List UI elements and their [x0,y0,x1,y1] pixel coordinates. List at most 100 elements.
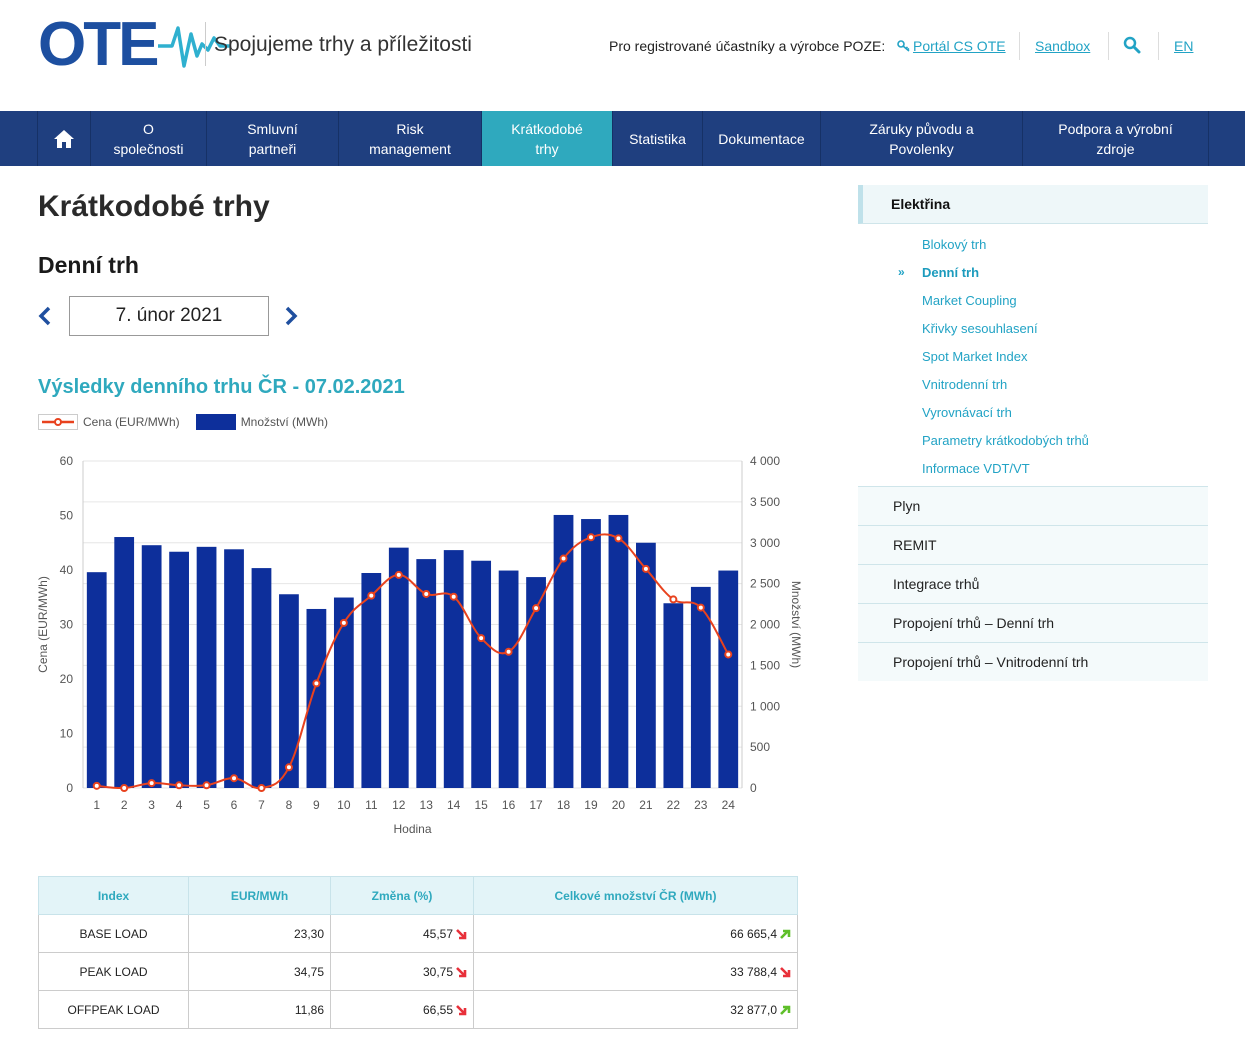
sidebar-subitem-label: Blokový trh [922,236,987,252]
price-point [559,554,568,563]
sidebar-subitem[interactable]: » Denní trh [858,258,1208,286]
sidebar-subitem-label: Vyrovnávací trh [922,404,1012,420]
sidebar-subitem[interactable]: Vnitrodenní trh [858,370,1208,398]
cell-price: 11,86 [188,990,331,1029]
x-tick-label: 3 [148,798,155,812]
language-en-link[interactable]: EN [1174,38,1194,54]
legend-volume-label[interactable]: Množství (MWh) [240,415,329,429]
legend-price-swatch[interactable] [38,414,78,430]
right-tick-label: 2 000 [750,618,780,632]
volume-bar [416,559,437,788]
sidebar-item[interactable]: Plyn [858,486,1208,525]
header-divider [1019,32,1020,60]
index-table: Index EUR/MWh Změna (%) Celkové množství… [38,876,798,1029]
arrow-down-icon [456,1005,467,1016]
sandbox-link[interactable]: Sandbox [1035,38,1091,54]
nav-dokumentace[interactable]: Dokumentace [703,111,821,166]
volume-bar [333,597,354,788]
chevron-left-icon [38,306,51,326]
sidebar-subitem[interactable]: Blokový trh [858,230,1208,258]
x-tick-label: 16 [502,798,516,812]
price-point [532,604,541,613]
nav-zaruky-puvodu[interactable]: Záruky původu a Povolenky [821,111,1023,166]
x-tick-label: 10 [337,798,351,812]
sidebar-item-label: REMIT [893,537,937,553]
arrow-up-icon [780,930,791,940]
right-tick-label: 4 000 [750,454,780,468]
nav-kratkodobe-trhy[interactable]: Krátkodobé trhy [482,111,613,166]
header-change: Změna (%) [330,876,474,915]
search-button[interactable] [1123,36,1141,59]
logo-text: OTE [38,10,159,79]
x-tick-label: 20 [612,798,626,812]
sidebar: Elektřina Blokový trh » Denní trh Market Co… [858,185,1208,681]
table-row: PEAK LOAD 34,75 30,75 33 788,4 [38,952,798,991]
volume-bar [86,572,107,788]
nav-label: management [369,140,451,157]
x-tick-label: 11 [365,798,378,812]
nav-smluvni-partneri[interactable]: Smluvní partneři [207,111,339,166]
sidebar-subitem-label: Křivky sesouhlasení [922,320,1038,336]
chevron-right-icon [285,306,298,326]
right-tick-label: 1 000 [750,699,780,713]
right-axis-title: Množství (MWh) [789,581,803,668]
sidebar-item-label: Plyn [893,498,921,514]
volume-bar [581,519,601,788]
price-point [669,595,678,604]
sidebar-item[interactable]: REMIT [858,525,1208,564]
date-picker[interactable]: 7. únor 2021 [69,296,269,336]
x-tick-label: 24 [722,798,736,812]
cell-price: 23,30 [188,914,331,953]
sidebar-subitem[interactable]: Parametry krátkodobých trhů [858,426,1208,454]
price-point [230,774,239,783]
daily-market-chart: 0 10 20 30 40 50 60 0 500 1 000 1 500 2 000 2 500 3 0… [36,454,803,836]
volume-bar [361,572,382,788]
sidebar-head-label: Elektřina [891,196,951,212]
sidebar-subitem-label: Parametry krátkodobých trhů [922,432,1089,448]
legend-volume-swatch[interactable] [195,414,236,430]
sidebar-head-elektrina[interactable]: Elektřina [858,185,1208,224]
x-tick-label: 22 [667,798,681,812]
sidebar-menu: Plyn REMIT Integrace trhů Propojení trhů – … [858,486,1208,681]
next-date-button[interactable] [284,306,298,331]
header-divider [1158,32,1159,60]
x-tick-label: 12 [392,798,406,812]
sidebar-subitem[interactable]: Vyrovnávací trh [858,398,1208,426]
sidebar-subitem[interactable]: Křivky sesouhlasení [858,314,1208,342]
price-point [92,781,101,790]
nav-label: Záruky původu a [869,120,974,137]
sidebar-item[interactable]: Propojení trhů – Vnitrodenní trh [858,642,1208,681]
section-title: Denní trh [38,252,139,278]
portal-cs-ote-link[interactable]: Portál CS OTE [897,38,1006,54]
volume-bar [169,551,189,788]
sidebar-subitem[interactable]: Informace VDT/VT [858,454,1208,482]
sidebar-subitem[interactable]: Spot Market Index [858,342,1208,370]
right-tick-label: 2 500 [750,577,780,591]
legend-price-label[interactable]: Cena (EUR/MWh) [83,415,180,429]
x-tick-label: 14 [447,798,461,812]
price-point [477,634,486,643]
sidebar-subitem-label: Informace VDT/VT [922,460,1030,476]
volume-bar [141,545,162,788]
ote-logo[interactable]: OTE [38,10,231,79]
tagline-divider [205,22,206,66]
cell-index: OFFPEAK LOAD [38,990,189,1029]
nav-statistika[interactable]: Statistika [613,111,703,166]
price-point [147,779,156,788]
sidebar-subitem-label: Market Coupling [922,292,1017,308]
nav-home[interactable] [38,111,91,166]
sidebar-item[interactable]: Propojení trhů – Denní trh [858,603,1208,642]
sidebar-subitem[interactable]: Market Coupling [858,286,1208,314]
nav-risk-management[interactable]: Risk management [339,111,482,166]
sidebar-item[interactable]: Integrace trhů [858,564,1208,603]
x-tick-label: 2 [121,798,128,812]
arrow-down-icon [456,967,467,978]
nav-label: Povolenky [889,140,954,157]
x-axis-title: Hodina [393,822,431,836]
price-point [339,618,348,627]
nav-podpora-vyrobni-zdroje[interactable]: Podpora a výrobní zdroje [1023,111,1209,166]
previous-date-button[interactable] [38,306,52,331]
sidebar-subitem-label: Spot Market Index [922,348,1028,364]
